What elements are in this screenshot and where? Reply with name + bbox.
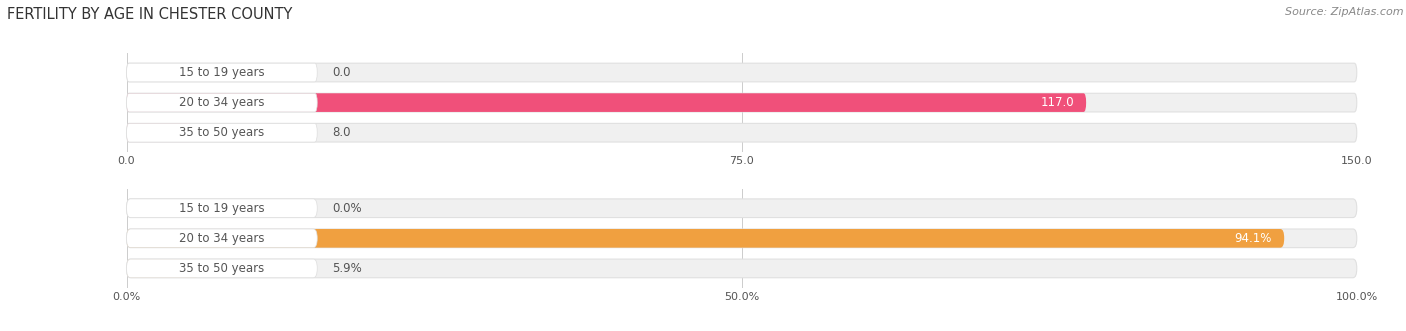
Text: 117.0: 117.0 (1040, 96, 1074, 109)
FancyBboxPatch shape (127, 93, 318, 112)
Text: FERTILITY BY AGE IN CHESTER COUNTY: FERTILITY BY AGE IN CHESTER COUNTY (7, 7, 292, 22)
Text: 15 to 19 years: 15 to 19 years (179, 202, 264, 215)
Text: 20 to 34 years: 20 to 34 years (179, 96, 264, 109)
FancyBboxPatch shape (127, 123, 193, 142)
Text: 35 to 50 years: 35 to 50 years (179, 262, 264, 275)
FancyBboxPatch shape (127, 93, 1087, 112)
FancyBboxPatch shape (127, 123, 1357, 142)
FancyBboxPatch shape (127, 63, 1357, 82)
FancyBboxPatch shape (127, 259, 200, 278)
FancyBboxPatch shape (127, 93, 1357, 112)
Text: 0.0%: 0.0% (332, 202, 361, 215)
FancyBboxPatch shape (127, 229, 1357, 248)
FancyBboxPatch shape (127, 229, 318, 248)
FancyBboxPatch shape (127, 123, 318, 142)
FancyBboxPatch shape (127, 199, 318, 217)
Text: 20 to 34 years: 20 to 34 years (179, 232, 264, 245)
FancyBboxPatch shape (127, 259, 318, 278)
FancyBboxPatch shape (127, 259, 1357, 278)
Text: 5.9%: 5.9% (332, 262, 361, 275)
Text: 0.0: 0.0 (332, 66, 350, 79)
FancyBboxPatch shape (127, 63, 318, 82)
Text: 35 to 50 years: 35 to 50 years (179, 126, 264, 139)
FancyBboxPatch shape (127, 199, 1357, 217)
Text: 8.0: 8.0 (332, 126, 350, 139)
Text: Source: ZipAtlas.com: Source: ZipAtlas.com (1285, 7, 1403, 17)
Text: 15 to 19 years: 15 to 19 years (179, 66, 264, 79)
FancyBboxPatch shape (127, 229, 1284, 248)
Text: 94.1%: 94.1% (1234, 232, 1272, 245)
